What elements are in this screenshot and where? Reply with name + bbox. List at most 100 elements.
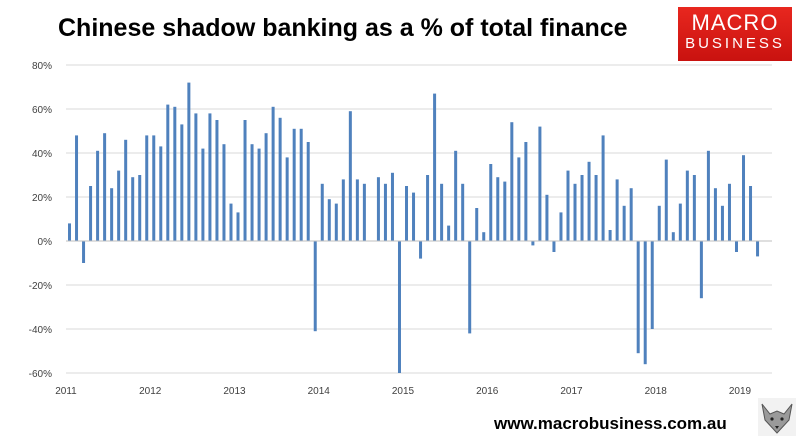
x-tick-label: 2019	[729, 386, 752, 397]
bar	[159, 146, 163, 241]
bar	[250, 144, 254, 241]
bar	[215, 120, 219, 241]
bar	[166, 104, 170, 241]
bar	[573, 183, 577, 241]
bar	[229, 203, 233, 241]
bar	[713, 188, 717, 241]
y-tick-label: 80%	[32, 61, 52, 72]
x-tick-label: 2016	[476, 386, 499, 397]
chart-title: Chinese shadow banking as a % of total f…	[58, 14, 628, 42]
bar	[222, 144, 226, 241]
bar	[426, 175, 430, 241]
y-tick-label: 0%	[38, 237, 53, 248]
bar	[510, 122, 514, 241]
bar	[756, 241, 760, 257]
bar	[489, 164, 493, 241]
bar	[208, 113, 212, 241]
bar	[75, 135, 79, 241]
bar	[173, 106, 177, 241]
bar	[440, 183, 444, 241]
bar	[749, 186, 753, 241]
bar	[285, 157, 289, 241]
wolf-icon	[758, 398, 796, 436]
bar	[348, 111, 352, 241]
website-url: www.macrobusiness.com.au	[494, 414, 727, 433]
bar	[685, 170, 689, 241]
bar	[271, 106, 275, 241]
bar	[145, 135, 149, 241]
bar	[278, 117, 282, 241]
bar	[580, 175, 584, 241]
bar	[292, 128, 296, 241]
bar	[734, 241, 738, 252]
bar	[194, 113, 198, 241]
bar	[559, 212, 563, 241]
bar	[608, 230, 612, 241]
bar	[419, 241, 423, 259]
bar	[334, 203, 338, 241]
bar	[124, 139, 128, 241]
x-tick-label: 2013	[223, 386, 246, 397]
bar	[68, 223, 72, 241]
bar	[341, 179, 345, 241]
bar	[727, 183, 731, 241]
bar	[355, 179, 359, 241]
bar	[313, 241, 317, 332]
bar	[96, 150, 100, 241]
bar	[720, 205, 724, 241]
x-tick-label: 2011	[55, 386, 77, 397]
bar	[454, 150, 458, 241]
bar	[264, 133, 268, 241]
bar	[390, 172, 394, 241]
y-tick-label: 60%	[32, 105, 52, 116]
bar	[468, 241, 472, 334]
bar	[531, 241, 535, 246]
bar	[629, 188, 633, 241]
bar	[482, 232, 486, 241]
bar	[566, 170, 570, 241]
bar	[187, 82, 191, 241]
bar	[236, 212, 240, 241]
bar	[699, 241, 703, 299]
bar	[552, 241, 556, 252]
bar	[622, 205, 626, 241]
bar	[461, 183, 465, 241]
x-axis-ticks: 2011 2012 2013 2014 2015 2016 2017 2018 2019	[55, 386, 751, 397]
y-axis-ticks: 80% 60% 40% 20% 0% -20% -40% -60%	[29, 61, 52, 380]
bar	[180, 124, 184, 241]
bar	[692, 175, 696, 241]
bar	[615, 179, 619, 241]
bar	[664, 159, 668, 241]
y-tick-label: 40%	[32, 149, 52, 160]
y-tick-label: -60%	[29, 369, 52, 380]
bar	[657, 205, 661, 241]
bar	[405, 186, 409, 241]
bar	[383, 183, 387, 241]
x-tick-label: 2015	[392, 386, 415, 397]
x-tick-label: 2014	[308, 386, 331, 397]
bar	[475, 208, 479, 241]
bar	[503, 181, 507, 241]
bar	[299, 128, 303, 241]
bar	[447, 225, 451, 241]
bar	[138, 175, 142, 241]
bar	[706, 150, 710, 241]
logo-line-2: BUSINESS	[685, 35, 785, 52]
bars	[68, 82, 760, 373]
bar	[257, 148, 261, 241]
bar	[103, 133, 107, 241]
bar	[643, 241, 647, 365]
bar	[524, 142, 528, 241]
y-tick-label: -20%	[29, 281, 52, 292]
bar	[587, 161, 591, 241]
y-tick-label: -40%	[29, 325, 52, 336]
bar	[517, 157, 521, 241]
bar	[671, 232, 675, 241]
bar	[306, 142, 310, 241]
bar	[545, 194, 549, 241]
bar	[362, 183, 366, 241]
y-tick-label: 20%	[32, 193, 52, 204]
x-tick-label: 2018	[645, 386, 668, 397]
bar	[412, 192, 416, 241]
